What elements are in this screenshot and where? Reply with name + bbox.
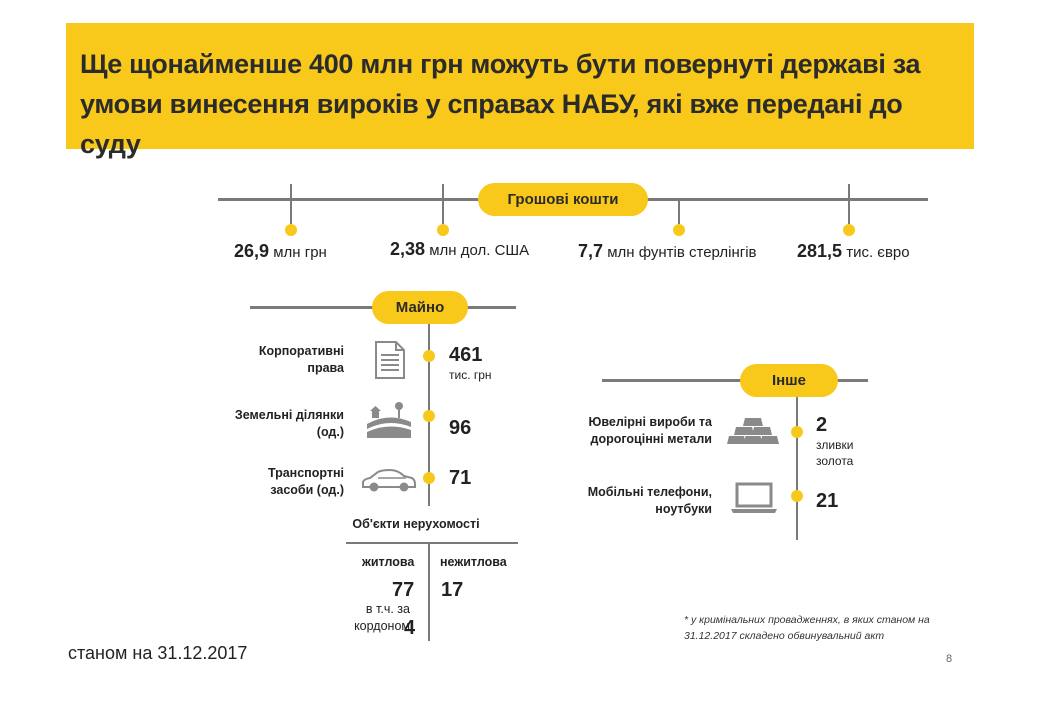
- money-dot: [673, 224, 685, 236]
- page-number: 8: [946, 653, 953, 665]
- gold-bars-icon: [727, 418, 779, 449]
- money-dot: [285, 224, 297, 236]
- realty-abroad-label: в т.ч. за кордоном: [354, 602, 410, 633]
- other-unit: зливки золота: [816, 438, 854, 468]
- property-unit: тис. грн: [449, 368, 492, 382]
- land-icon: [366, 398, 412, 445]
- document-icon: [374, 340, 406, 385]
- money-item-gbp: 7,7 млн фунтів стерлінгів: [578, 241, 757, 261]
- header-banner: [66, 23, 974, 149]
- other-pill: Інше: [740, 364, 838, 397]
- realty-abroad-value: 4: [404, 617, 416, 639]
- laptop-icon: [730, 482, 778, 519]
- car-icon: [360, 468, 416, 499]
- page-title: Ще щонайменше 400 млн грн можуть бути по…: [80, 49, 921, 159]
- money-item-eur: 281,5 тис. євро: [797, 241, 910, 261]
- money-item-usd: 2,38 млн дол. США: [390, 239, 530, 259]
- date-note: станом на 31.12.2017: [68, 643, 248, 663]
- property-value: 461: [449, 344, 483, 366]
- property-label: Транспортні засоби (од.): [267, 466, 344, 497]
- other-label: Мобільні телефони, ноутбуки: [587, 485, 712, 516]
- money-dot: [437, 224, 449, 236]
- property-label: Земельні ділянки (од.): [234, 408, 344, 439]
- money-item-uah: 26,9 млн грн: [234, 241, 327, 261]
- money-dot: [843, 224, 855, 236]
- other-axis: [796, 397, 798, 540]
- other-value: 21: [816, 490, 839, 512]
- property-value: 96: [449, 417, 472, 439]
- other-value: 2: [816, 414, 828, 436]
- other-label: Ювелірні вироби та дорогоцінні метали: [588, 415, 713, 446]
- property-value: 71: [449, 467, 472, 489]
- property-pill: Майно: [372, 291, 468, 324]
- other-line: [602, 379, 868, 382]
- money-pill: Грошові кошти: [478, 183, 648, 216]
- footnote: * у кримінальних провадженнях, в яких ст…: [684, 614, 930, 642]
- realty-nonresidential-value: 17: [441, 579, 464, 601]
- property-label: Корпоративні права: [258, 344, 344, 375]
- realty-residential-label: житлова: [362, 555, 415, 569]
- realty-residential-value: 77: [392, 579, 415, 601]
- realty-nonresidential-label: нежитлова: [440, 555, 507, 569]
- realty-title: Об'єкти нерухомості: [352, 517, 480, 531]
